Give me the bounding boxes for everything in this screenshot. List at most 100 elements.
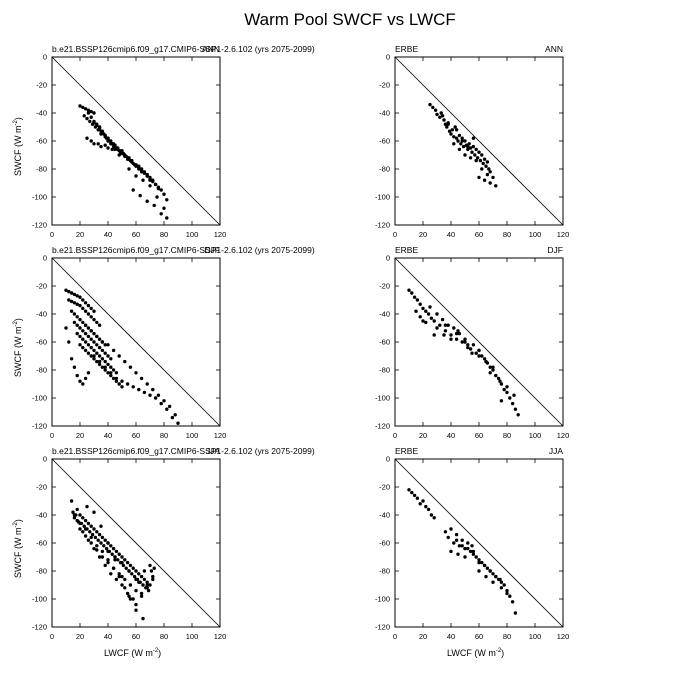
scatter-point (435, 312, 439, 316)
scatter-point (482, 178, 487, 182)
y-tick-label: -40 (36, 109, 47, 118)
scatter-point (97, 354, 102, 358)
scatter-point (470, 351, 474, 355)
x-tick-label: 60 (475, 431, 483, 440)
reference-line (51, 257, 221, 427)
y-tick-label: -60 (379, 539, 390, 548)
axis-label-close: ) (13, 318, 23, 322)
scatter-point (106, 558, 110, 562)
y-tick-label: -80 (36, 366, 47, 375)
scatter-point (440, 317, 445, 322)
scatter-point (97, 337, 102, 341)
scatter-point (95, 123, 99, 128)
scatter-point (491, 572, 495, 576)
scatter-point (127, 156, 131, 160)
panel-4: 0 20 40 60 80 100 120 0 -20 -40 -60 -80 -100 -120 (375, 254, 569, 441)
scatter-point (139, 376, 144, 381)
scatter-point (71, 510, 75, 514)
panel-6: 0 20 40 60 80 100 120 0 -20 -40 -60 -80 -100 -120 (375, 455, 569, 642)
y-tick-label: 0 (43, 254, 47, 263)
scatter-point (516, 413, 520, 417)
scatter-point (95, 544, 99, 548)
scatter-point (170, 415, 175, 420)
scatter-point (103, 365, 107, 369)
scatter-point (508, 396, 512, 400)
scatter-point (83, 301, 88, 305)
scatter-point (446, 122, 450, 126)
scatter-point (152, 566, 156, 570)
scatter-point (415, 496, 420, 500)
scatter-point (155, 195, 159, 199)
scatter-point (72, 292, 77, 297)
scatter-point (142, 390, 147, 395)
scatter-point (100, 555, 105, 559)
scatter-point (410, 291, 414, 295)
y-tick-label: 0 (386, 254, 390, 263)
scatter-point (117, 572, 121, 576)
scatter-point (499, 382, 504, 386)
x-tick-label: 20 (419, 230, 427, 239)
scatter-point (130, 158, 134, 163)
scatter-point (109, 357, 113, 361)
scatter-point (81, 530, 85, 534)
scatter-point (488, 181, 492, 185)
x-tick-label: 80 (160, 431, 168, 440)
scatter-point (102, 132, 106, 136)
scatter-point (438, 323, 442, 327)
scatter-point (78, 343, 82, 347)
x-tick-label: 100 (529, 431, 542, 440)
scatter-point (502, 583, 506, 587)
x-tick-label: 100 (529, 632, 542, 641)
y-axis-label: SWCF (W m-2) (13, 117, 23, 176)
scatter-point (443, 323, 448, 327)
panel-left-title: ERBE (395, 245, 419, 255)
scatter-point (109, 371, 113, 375)
scatter-point (468, 156, 473, 160)
unit-exponent: -2 (152, 648, 159, 654)
scatter-point (418, 302, 422, 306)
scatter-point (449, 132, 453, 136)
scatter-point (432, 516, 436, 520)
scatter-point (407, 288, 411, 292)
scatter-point (454, 532, 459, 537)
scatter-point (78, 379, 82, 383)
scatter-point (103, 538, 107, 542)
x-tick-label: 60 (475, 632, 483, 641)
page-title: Warm Pool SWCF vs LWCF (244, 10, 456, 29)
scatter-point (81, 516, 85, 520)
scatter-point (141, 616, 145, 621)
scatter-point (92, 111, 96, 115)
panel-right-title: JJA (548, 446, 563, 456)
scatter-point (466, 345, 470, 350)
scatter-point (82, 114, 86, 118)
scatter-point (463, 555, 467, 559)
scatter-point (467, 142, 471, 146)
scatter-point (162, 206, 166, 210)
scatter-point (128, 597, 133, 601)
scatter-point (97, 532, 102, 537)
x-tick-label: 80 (160, 632, 168, 641)
x-tick-label: 20 (76, 230, 84, 239)
scatter-point (407, 488, 411, 492)
x-tick-label: 20 (419, 431, 427, 440)
scatter-point (123, 558, 127, 562)
scatter-point (89, 345, 93, 350)
scatter-point (109, 544, 113, 548)
scatter-point (510, 600, 515, 604)
scatter-point (443, 122, 448, 126)
scatter-point (463, 546, 467, 551)
scatter-point (120, 385, 124, 389)
scatter-point (85, 504, 89, 509)
scatter-point (86, 303, 91, 308)
scatter-point (81, 320, 85, 325)
scatter-point (78, 295, 82, 299)
scatter-point (99, 129, 103, 133)
scatter-point (89, 524, 93, 528)
scatter-point (89, 306, 93, 311)
scatter-point (139, 591, 144, 596)
y-tick-label: -100 (375, 193, 390, 202)
scatter-point (480, 354, 484, 358)
scatter-point (484, 164, 488, 168)
scatter-point (505, 390, 509, 395)
scatter-point (104, 546, 109, 551)
